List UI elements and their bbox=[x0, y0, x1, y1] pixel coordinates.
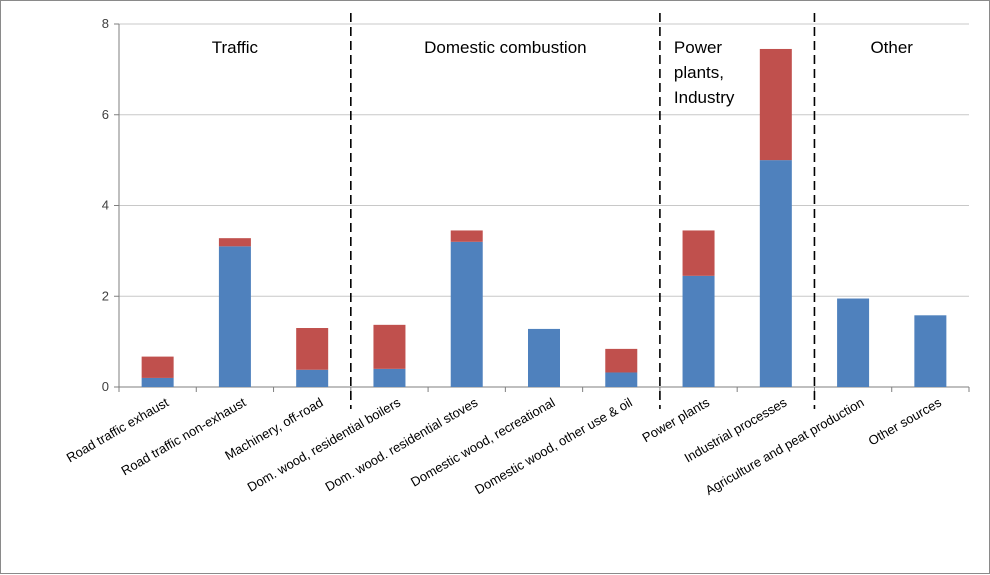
bar-series2-8 bbox=[759, 48, 792, 161]
category-label: Domestic wood, recreational bbox=[408, 395, 558, 490]
bar-series2-4 bbox=[450, 230, 483, 242]
bar-series2-6 bbox=[605, 348, 638, 373]
y-tick-label: 6 bbox=[102, 107, 109, 122]
bar-series2-0 bbox=[141, 356, 174, 378]
bar-series2-7 bbox=[682, 230, 715, 276]
bar-series1-2 bbox=[296, 369, 329, 387]
bar-series1-6 bbox=[605, 372, 638, 387]
bar-series1-5 bbox=[528, 328, 560, 387]
category-label: Road traffic non-exhaust bbox=[118, 394, 248, 478]
group-label: Industry bbox=[674, 88, 735, 107]
group-label: plants, bbox=[674, 63, 724, 82]
bar-series1-9 bbox=[837, 298, 870, 387]
bar-series2-3 bbox=[373, 324, 406, 369]
group-label: Power bbox=[674, 38, 723, 57]
group-label: Other bbox=[870, 38, 913, 57]
y-tick-label: 8 bbox=[102, 16, 109, 31]
bar-series1-4 bbox=[450, 241, 483, 387]
y-tick-label: 2 bbox=[102, 288, 109, 303]
category-label: Dom. wood. residential stoves bbox=[323, 394, 481, 494]
bar-series2-2 bbox=[296, 328, 329, 370]
group-label: Traffic bbox=[212, 38, 259, 57]
bar-series1-3 bbox=[373, 368, 406, 387]
bar-series1-0 bbox=[141, 377, 174, 387]
category-label: Other sources bbox=[866, 394, 945, 448]
category-label: Domestic wood, other use & oil bbox=[472, 395, 635, 498]
bar-series1-8 bbox=[759, 160, 792, 387]
category-label: Power plants bbox=[639, 394, 712, 445]
bar-series1-1 bbox=[218, 246, 251, 387]
bar-series2-1 bbox=[218, 238, 251, 247]
y-tick-label: 4 bbox=[102, 198, 109, 213]
group-label: Domestic combustion bbox=[424, 38, 587, 57]
y-tick-label: 0 bbox=[102, 379, 109, 394]
bar-series1-7 bbox=[682, 275, 715, 387]
bar-series1-10 bbox=[914, 315, 947, 387]
